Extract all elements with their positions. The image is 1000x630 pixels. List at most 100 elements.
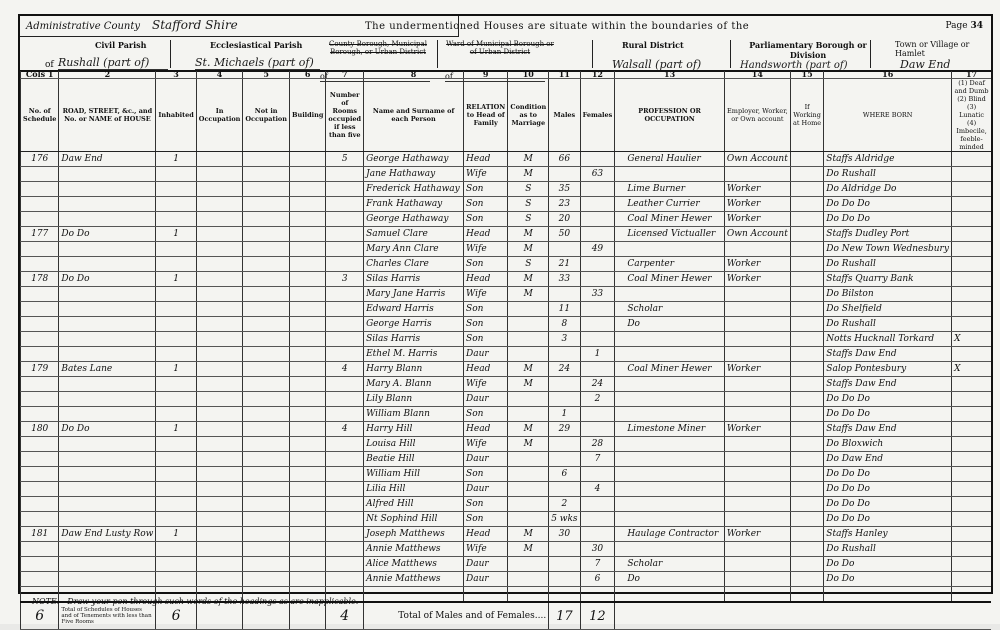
column-number: 5 [242, 71, 290, 79]
cell-empty [288, 196, 326, 212]
cell-name: Jane Hathaway [363, 166, 464, 182]
column-number: Cols 1 [19, 71, 59, 79]
cell-inhabited [155, 196, 197, 212]
cell-employment [723, 571, 791, 587]
cell-inhabited [155, 481, 197, 497]
cell-empty [288, 601, 326, 630]
cell-rooms: 4 [325, 421, 364, 437]
cell-male: 5 wks [548, 511, 581, 527]
cell-born: Do Do Do [823, 196, 952, 212]
cell-condition [507, 346, 549, 362]
cell-empty [288, 271, 326, 287]
total-males: 17 [548, 601, 581, 630]
cell-empty [195, 571, 243, 587]
cell-schedule [19, 406, 59, 422]
cell-empty [288, 241, 326, 257]
cell-empty [242, 376, 290, 392]
cell-relation: Wife [463, 376, 508, 392]
total-rooms: 4 [325, 601, 364, 630]
cell-empty [195, 316, 243, 332]
cell-inhabited [155, 331, 197, 347]
cell-address [58, 316, 156, 332]
cell-schedule: 181 [19, 526, 59, 542]
cell-male: 23 [548, 196, 581, 212]
cell-empty [789, 526, 824, 542]
cell-female [579, 526, 615, 542]
cell-schedule [19, 391, 59, 407]
cell-empty [463, 586, 508, 603]
cell-occupation: General Haulier [614, 151, 725, 167]
page-number: Page 34 [945, 21, 983, 31]
table-row: 177 Do Do 1 Samuel Clare Head M 50 Licensed Vic… [19, 226, 991, 242]
cell-female: 4 [579, 481, 615, 497]
cell-relation: Son [463, 301, 508, 317]
cell-empty [288, 421, 326, 437]
cell-infirmity [951, 496, 991, 512]
cell-employment [723, 166, 791, 182]
cell-name: Frederick Hathaway [363, 181, 464, 197]
column-number: 15 [789, 71, 824, 79]
cell-condition [507, 391, 549, 407]
total-schedules-label: Total of Schedules of Houses and of Tene… [58, 601, 156, 630]
cell-condition [507, 511, 549, 527]
cell-schedule [19, 256, 59, 272]
cell-relation: Son [463, 181, 508, 197]
cell-male [548, 556, 581, 572]
of-label: of [45, 60, 54, 70]
cell-empty [242, 301, 290, 317]
cell-male: 1 [548, 406, 581, 422]
cell-empty [789, 196, 824, 212]
cell-relation: Head [463, 271, 508, 287]
cell-relation: Wife [463, 241, 508, 257]
cell-empty [242, 226, 290, 242]
cell-empty [195, 406, 243, 422]
civil-parish-value: Rushall (part of) [58, 56, 168, 70]
cell-occupation: Coal Miner Hewer [614, 211, 725, 227]
cell-name: Nt Sophind Hill [363, 511, 464, 527]
cell-condition [507, 571, 549, 587]
cell-name: William Blann [363, 406, 464, 422]
cell-address: Do Do [58, 421, 156, 437]
cell-rooms [325, 181, 364, 197]
cell-address [58, 481, 156, 497]
table-row: Alfred Hill Son 2 Do Do Do [19, 496, 991, 512]
table-row: Mary A. Blann Wife M 24 Staffs Daw End [19, 376, 991, 392]
cell-empty [242, 481, 290, 497]
cell-empty [789, 166, 824, 182]
cell-born: Do Do Do [823, 391, 952, 407]
cell-inhabited [155, 166, 197, 182]
cell-male [548, 286, 581, 302]
cell-empty [288, 541, 326, 557]
cell-name: Silas Harris [363, 331, 464, 347]
cell-occupation [614, 286, 725, 302]
cell-empty [789, 391, 824, 407]
cell-relation: Wife [463, 166, 508, 182]
cell-empty [789, 346, 824, 362]
cell-inhabited [155, 391, 197, 407]
cell-infirmity [951, 271, 991, 287]
cell-female [579, 256, 615, 272]
cell-female: 6 [579, 571, 615, 587]
column-header: Building [288, 78, 326, 152]
cell-rooms [325, 556, 364, 572]
cell-infirmity [951, 511, 991, 527]
cell-inhabited: 1 [155, 151, 197, 167]
cell-empty [951, 586, 991, 603]
cell-employment [723, 346, 791, 362]
cell-female [579, 361, 615, 377]
cell-name: Edward Harris [363, 301, 464, 317]
cell-infirmity [951, 166, 991, 182]
table-row: Edward Harris Son 11 Scholar Do Shelfield [19, 301, 991, 317]
cell-relation: Son [463, 196, 508, 212]
cell-condition [507, 466, 549, 482]
cell-schedule: 176 [19, 151, 59, 167]
cell-rooms [325, 511, 364, 527]
cell-schedule [19, 511, 59, 527]
cell-female [579, 496, 615, 512]
cell-male [548, 346, 581, 362]
cell-empty [195, 526, 243, 542]
cell-empty [288, 331, 326, 347]
cell-inhabited [155, 496, 197, 512]
cell-occupation: Coal Miner Hewer [614, 271, 725, 287]
cell-condition: M [507, 421, 549, 437]
